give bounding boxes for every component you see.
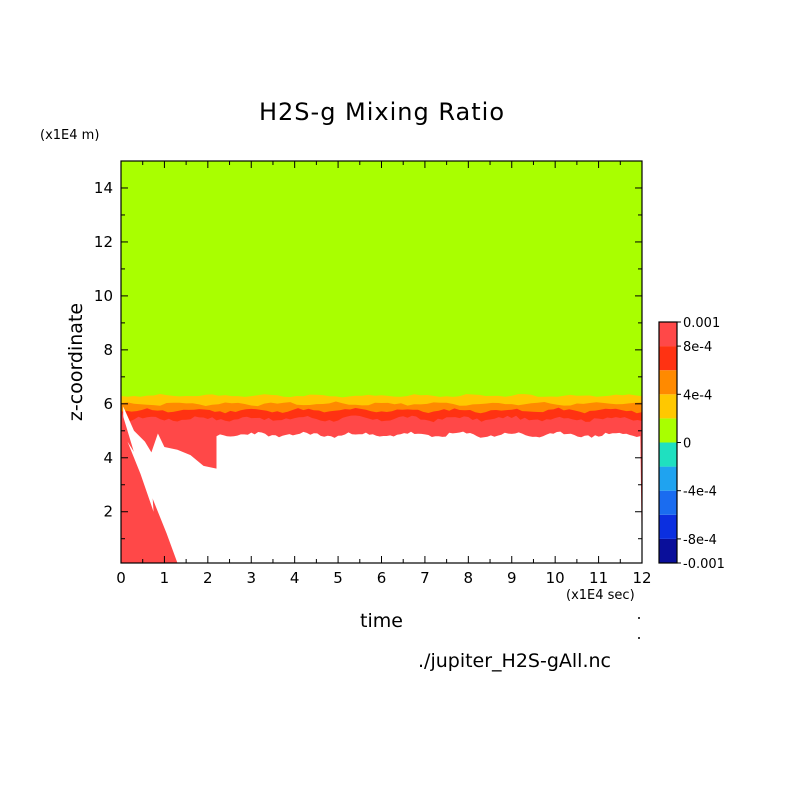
y-tick-label: 2 [103,503,113,521]
source-filename: ./jupiter_H2S-gAll.nc [418,650,611,672]
colorbar-label: 8e-4 [683,340,712,355]
chart-title: H2S-g Mixing Ratio [258,98,505,126]
y-axis-units: (x1E4 m) [40,128,100,143]
colorbar-label: 0 [683,437,691,452]
colorbar-swatch [659,346,677,371]
x-tick-label: 5 [333,569,343,587]
x-tick-label: 6 [377,569,387,587]
x-tick-label: 7 [420,569,430,587]
colorbar-swatch [659,442,677,467]
colorbar-label: -4e-4 [683,485,717,500]
x-tick-label: 4 [290,569,300,587]
x-tick-label: 12 [632,569,651,587]
colorbar-swatch [659,466,677,491]
colorbar-swatch [659,538,677,563]
region-white-wedge [127,441,154,512]
region-white [123,406,642,563]
colorbar-label: -8e-4 [683,533,717,548]
x-tick-label: 3 [246,569,256,587]
region-light-red-streak [121,409,178,563]
y-tick-label: 4 [103,449,113,467]
y-tick-label: 10 [94,287,113,305]
colorbar-label: -0.001 [683,557,725,572]
x-tick-label: 0 [116,569,126,587]
y-axis-label: z-coordinate [65,302,87,422]
colorbar-swatch [659,490,677,515]
colorbar-label: 0.001 [683,316,720,331]
x-tick-label: 2 [203,569,213,587]
x-tick-label: 9 [507,569,517,587]
colorbar-swatch [659,514,677,539]
marker-dot [638,617,640,619]
colorbar-swatch [659,394,677,419]
y-tick-label: 14 [94,179,113,197]
x-tick-label: 11 [589,569,608,587]
colorbar-swatch [659,370,677,395]
x-tick-label: 10 [546,569,565,587]
x-tick-label: 1 [160,569,170,587]
colorbar-swatch [659,322,677,347]
colorbar-swatch [659,418,677,443]
y-tick-label: 12 [94,233,113,251]
y-tick-label: 8 [103,341,113,359]
colorbar-label: 4e-4 [683,388,712,403]
y-tick-label: 6 [103,395,113,413]
x-axis-units: (x1E4 sec) [566,588,635,603]
marker-dot [638,637,640,639]
x-tick-label: 8 [464,569,474,587]
x-axis-label: time [360,610,403,632]
